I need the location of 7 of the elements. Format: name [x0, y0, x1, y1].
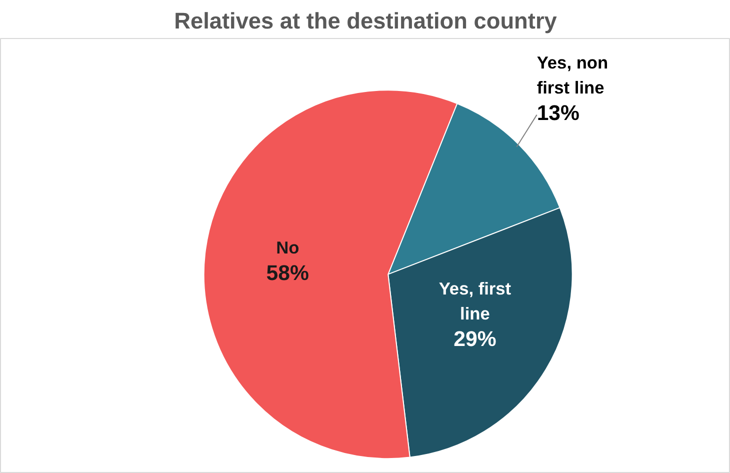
data-label: 29%: [454, 326, 496, 351]
slice-label: Yes, non first line: [536, 52, 608, 98]
data-label: 58%: [266, 260, 310, 285]
slice-label: No: [276, 237, 300, 258]
chart-title: Relatives at the destination country: [174, 8, 558, 34]
data-label: 13%: [536, 100, 580, 125]
slice-label: Yes, first line: [438, 278, 512, 324]
